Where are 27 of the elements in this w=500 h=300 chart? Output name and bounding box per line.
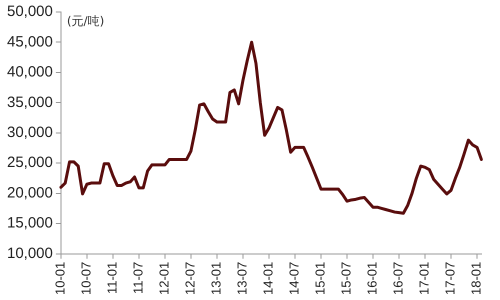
x-tick-label: 16-07 [390, 262, 406, 295]
x-tick-label: 11-07 [130, 262, 146, 294]
x-tick-label: 10-01 [52, 262, 68, 295]
x-tick-label: 13-01 [208, 262, 224, 295]
x-tick-label: 12-01 [156, 262, 172, 295]
x-tick-label: 14-01 [260, 262, 276, 295]
x-tick-label: 10-07 [78, 262, 94, 295]
x-tick-label: 12-07 [182, 262, 198, 295]
x-tick-label: 16-01 [364, 262, 380, 295]
y-tick-label: 50,000 [6, 3, 53, 20]
x-tick-label: 17-07 [442, 262, 458, 295]
x-tick-label: 13-07 [234, 262, 250, 295]
x-tick-label: 15-01 [312, 262, 328, 295]
y-tick-label: 10,000 [6, 244, 53, 262]
x-tick-label: 14-07 [286, 262, 302, 295]
x-tick-label: 11-01 [104, 262, 120, 294]
y-tick-label: 30,000 [6, 124, 53, 142]
y-tick-label: 40,000 [6, 64, 53, 81]
x-tick-label: 17-01 [416, 262, 432, 295]
y-tick-label: 35,000 [6, 94, 53, 111]
x-tick-label: 15-07 [338, 262, 354, 295]
y-tick-label: 25,000 [6, 154, 53, 172]
x-tick-label: 18-01 [468, 262, 484, 295]
y-tick-label: 15,000 [6, 214, 53, 232]
y-tick-label: 20,000 [6, 184, 53, 202]
annotation: (元/吨) [66, 14, 104, 28]
y-tick-label: 45,000 [6, 33, 53, 50]
